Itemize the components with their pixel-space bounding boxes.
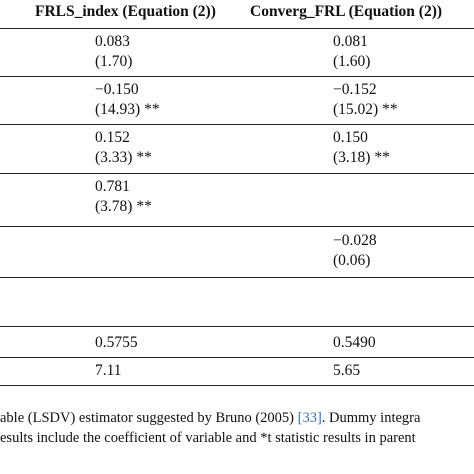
table-header: FRLS_index (Equation (2)) Converg_FRL (E… <box>0 0 474 28</box>
row1-col1-coef: 0.083 <box>95 33 130 50</box>
header-frls-index: FRLS_index (Equation (2)) <box>35 3 216 20</box>
header-converg-frl: Converg_FRL (Equation (2)) <box>250 3 443 20</box>
row3-col2-coef: 0.150 <box>333 129 368 146</box>
citation-link[interactable]: [33] <box>297 410 322 426</box>
row5-col2-coef: −0.028 <box>333 232 377 249</box>
row3-col1-stat: (3.33) ** <box>95 149 152 166</box>
row7-col2-value: 0.5490 <box>333 334 376 351</box>
row-rule <box>0 173 474 174</box>
table-bottom-rule <box>0 385 474 386</box>
row1-col1-stat: (1.70) <box>95 53 133 70</box>
row2-col2-coef: −0.152 <box>333 81 377 98</box>
row1-col2-stat: (1.60) <box>333 53 371 70</box>
row-rule <box>0 124 474 125</box>
table-note-line1: able (LSDV) estimator suggested by Bruno… <box>0 410 420 427</box>
row8-col1-value: 7.11 <box>95 362 122 379</box>
row5-col2-stat: (0.06) <box>333 252 371 269</box>
row7-col1-value: 0.5755 <box>95 334 138 351</box>
row8-col2-value: 5.65 <box>333 362 361 379</box>
row2-col1-stat: (14.93) ** <box>95 101 160 118</box>
row-rule <box>0 76 474 77</box>
row3-col1-coef: 0.152 <box>95 129 130 146</box>
row-rule <box>0 277 474 278</box>
row3-col2-stat: (3.18) ** <box>333 149 390 166</box>
row-rule <box>0 226 474 227</box>
row4-col1-coef: 0.781 <box>95 178 130 195</box>
row1-col2-coef: 0.081 <box>333 33 368 50</box>
row-rule <box>0 357 474 358</box>
row-rule <box>0 326 474 327</box>
table-note-line2: esults include the coefficient of variab… <box>0 430 416 446</box>
header-rule <box>0 28 474 29</box>
row2-col2-stat: (15.02) ** <box>333 101 398 118</box>
row4-col1-stat: (3.78) ** <box>95 198 152 215</box>
row2-col1-coef: −0.150 <box>95 81 139 98</box>
note-text: . Dummy integra <box>321 410 421 426</box>
note-text: able (LSDV) estimator suggested by Bruno… <box>0 410 298 426</box>
